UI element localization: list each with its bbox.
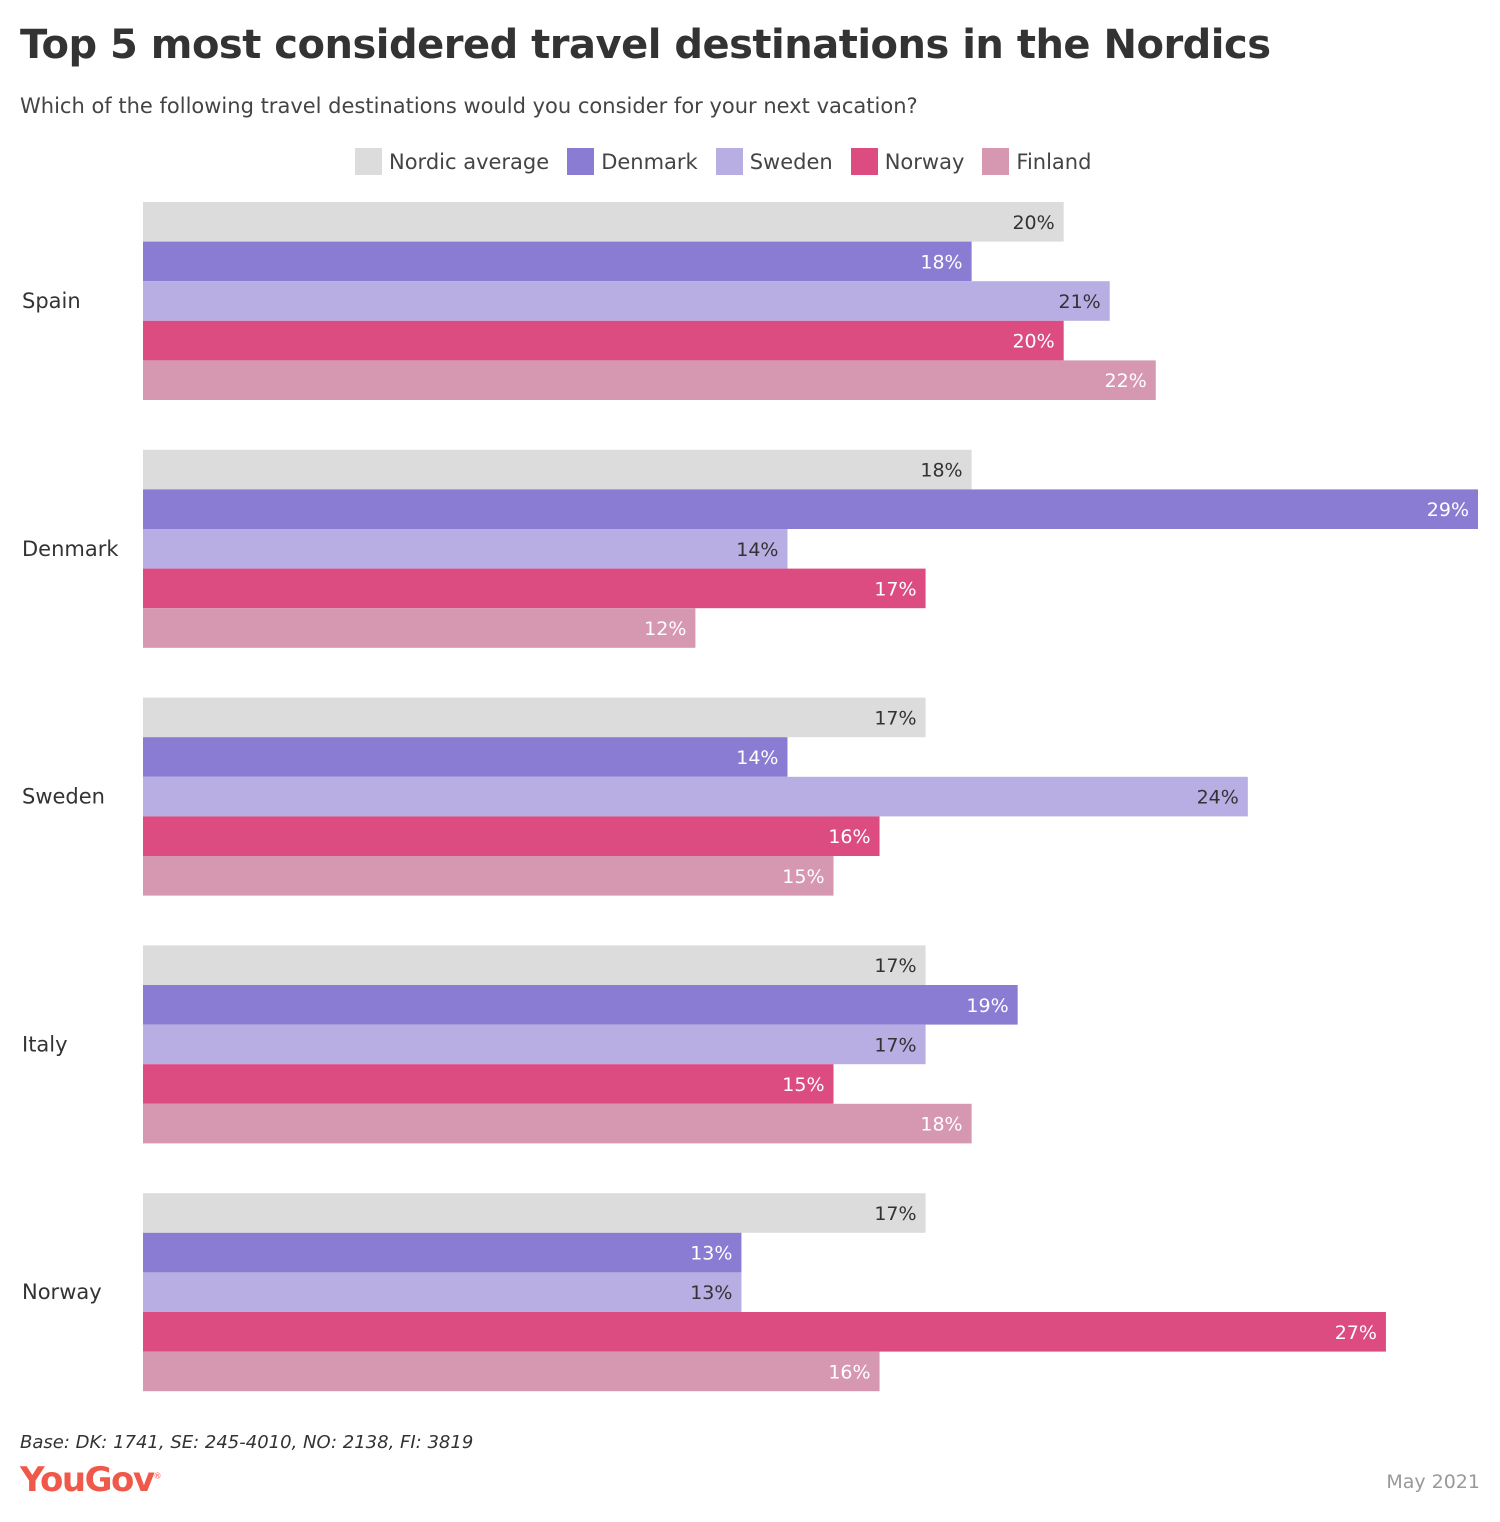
bar-norway-norway <box>143 1312 1386 1352</box>
data-label: 17% <box>874 955 916 977</box>
category-label: Spain <box>22 289 81 313</box>
legend: Nordic average Denmark Sweden Norway Finland <box>355 148 1091 175</box>
legend-item: Sweden <box>715 148 833 175</box>
category-label: Italy <box>22 1032 68 1056</box>
bar-denmark-sweden <box>143 529 788 569</box>
base-note: Base: DK: 1741, SE: 245-4010, NO: 2138, … <box>20 1432 474 1453</box>
category-label: Denmark <box>22 537 119 561</box>
data-label: 24% <box>1197 787 1239 809</box>
legend-swatch <box>982 148 1010 175</box>
bar-italy-norway <box>143 1064 834 1104</box>
bar-sweden-nordic-average <box>143 697 926 738</box>
legend-label: Nordic average <box>389 149 550 174</box>
date-label: May 2021 <box>1386 1471 1480 1493</box>
data-label: 14% <box>736 539 778 561</box>
data-label: 17% <box>874 1203 916 1225</box>
bar-denmark-finland <box>143 608 696 648</box>
bar-italy-finland <box>143 1103 972 1144</box>
bar-norway-nordic-average <box>143 1193 926 1233</box>
data-label: 18% <box>920 460 962 482</box>
bar-spain-denmark <box>143 241 972 282</box>
chart-title: Top 5 most considered travel destination… <box>20 22 1271 68</box>
legend-label: Denmark <box>601 149 698 174</box>
bar-norway-denmark <box>143 1232 742 1273</box>
legend-label: Sweden <box>749 149 833 174</box>
data-label: 13% <box>690 1243 732 1265</box>
legend-label: Finland <box>1016 149 1092 174</box>
bar-italy-nordic-average <box>143 945 926 985</box>
bar-sweden-finland <box>143 856 834 896</box>
bar-spain-nordic-average <box>143 202 1064 242</box>
legend-swatch <box>567 148 595 175</box>
data-label: 20% <box>1012 331 1054 353</box>
bar-italy-sweden <box>143 1024 926 1065</box>
data-label: 21% <box>1058 291 1100 313</box>
bar-spain-norway <box>143 320 1064 361</box>
legend-item: Denmark <box>567 148 698 175</box>
bar-norway-finland <box>143 1351 880 1392</box>
chart-subtitle: Which of the following travel destinatio… <box>20 94 918 118</box>
legend-swatch <box>355 148 382 175</box>
data-label: 18% <box>920 251 962 273</box>
legend-item: Norway <box>850 148 965 175</box>
legend-swatch <box>715 148 743 175</box>
data-label: 17% <box>874 1034 916 1056</box>
data-label: 17% <box>874 707 916 729</box>
bar-norway-sweden <box>143 1272 742 1312</box>
data-label: 12% <box>644 618 686 640</box>
legend-label: Norway <box>884 149 965 174</box>
data-label: 29% <box>1427 499 1469 521</box>
category-label: Sweden <box>22 785 105 809</box>
bar-denmark-norway <box>143 568 926 609</box>
data-label: 19% <box>966 995 1008 1017</box>
bar-italy-denmark <box>143 985 1018 1025</box>
data-label: 20% <box>1012 212 1054 234</box>
bar-denmark-denmark <box>143 489 1478 529</box>
bar-sweden-sweden <box>143 776 1248 817</box>
bar-sweden-denmark <box>143 737 788 777</box>
data-label: 14% <box>736 747 778 769</box>
data-label: 15% <box>782 1074 824 1096</box>
data-label: 16% <box>828 826 870 848</box>
data-label: 18% <box>920 1114 962 1136</box>
data-label: 15% <box>782 866 824 888</box>
category-label: Norway <box>22 1280 102 1304</box>
bar-spain-sweden <box>143 281 1110 321</box>
bar-denmark-nordic-average <box>143 449 972 490</box>
legend-item: Nordic average <box>355 148 549 175</box>
legend-item: Finland <box>982 148 1091 175</box>
bar-sweden-norway <box>143 816 880 856</box>
data-label: 17% <box>874 578 916 600</box>
bar-spain-finland <box>143 360 1156 400</box>
data-label: 16% <box>828 1361 870 1383</box>
legend-swatch <box>850 148 878 175</box>
data-label: 13% <box>690 1282 732 1304</box>
yougov-logo: YouGov® <box>20 1460 161 1500</box>
data-label: 22% <box>1105 370 1147 392</box>
data-label: 27% <box>1335 1322 1377 1344</box>
